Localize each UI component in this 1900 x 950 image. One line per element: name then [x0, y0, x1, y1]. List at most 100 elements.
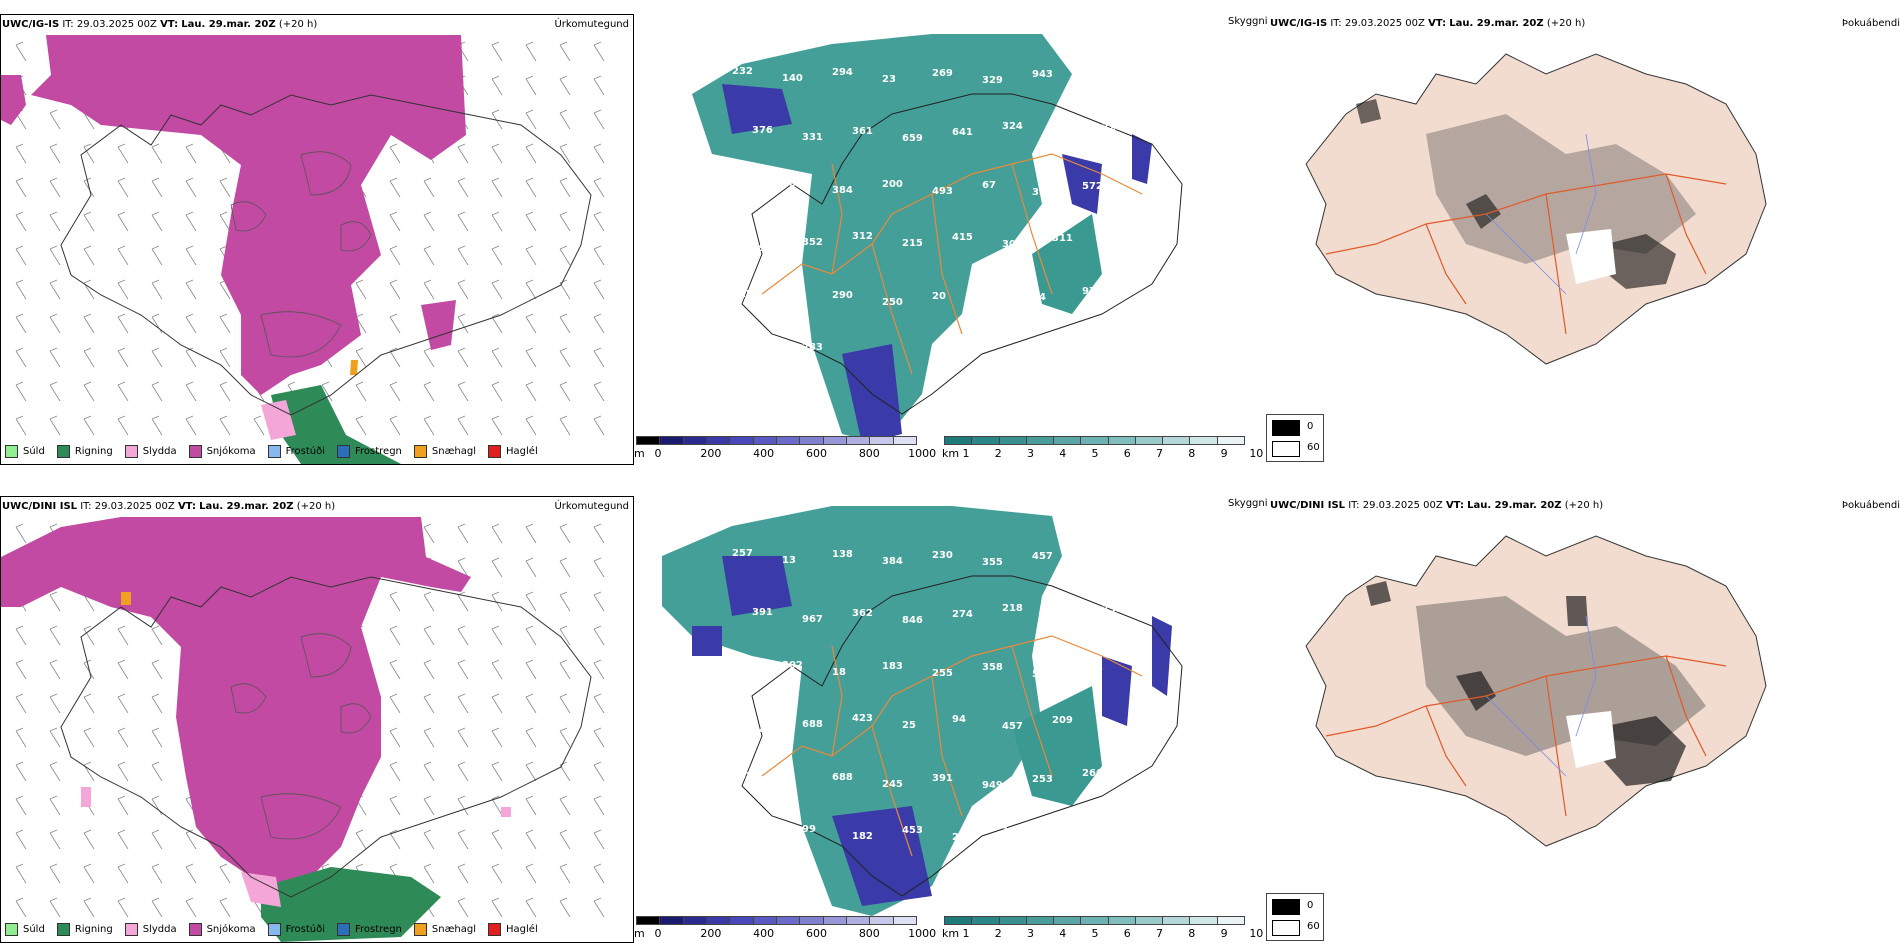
wind-barb-flag: [389, 381, 398, 386]
wind-barb: [15, 866, 27, 884]
visibility-value: 645: [1082, 558, 1103, 569]
wind-barb: [457, 248, 469, 266]
wind-barb: [15, 662, 27, 680]
wind-barb: [83, 316, 95, 334]
colorbar-unit: m: [634, 447, 645, 460]
wind-barb: [457, 214, 469, 232]
colorbar-swatch: [799, 436, 824, 445]
wind-barb-flag: [525, 523, 534, 528]
fog-legend-low: 0: [1307, 421, 1314, 432]
wind-barb-flag: [559, 863, 568, 868]
wind-barb: [559, 214, 571, 232]
colorbar-tick: 1000: [908, 927, 937, 940]
wind-barb: [151, 900, 163, 918]
legend-swatch: [124, 444, 138, 458]
wind-barb-flag: [49, 347, 58, 352]
wind-barb: [491, 900, 503, 918]
colorbar-swatch: [1134, 916, 1164, 925]
wind-barb-flag: [83, 245, 92, 250]
wind-barb-flag: [525, 659, 534, 664]
wind-barb-flag: [151, 211, 160, 216]
wind-barb-flag: [593, 211, 602, 216]
colorbar-tick: 10: [1249, 447, 1264, 460]
visibility-value: 627: [732, 666, 753, 677]
wind-barb: [219, 282, 231, 300]
wind-barb-flag: [117, 313, 126, 318]
legend-item: Snjókoma: [188, 444, 256, 458]
wind-barb: [423, 180, 435, 198]
wind-barb: [15, 248, 27, 266]
wind-barb: [423, 832, 435, 850]
wind-barb-flag: [423, 177, 432, 182]
wind-barb: [525, 316, 537, 334]
wind-barb: [423, 594, 435, 612]
visibility-map-row2: 257 13 138 384 230 355 457 645 391 967 362 846 274 21…: [662, 506, 1183, 916]
wind-barb: [457, 350, 469, 368]
wind-barb: [49, 316, 61, 334]
wind-barb-flag: [491, 693, 500, 698]
wind-barb: [117, 316, 129, 334]
visibility-map-row1: 232 140 294 23 269 329 943 330 376 331 361 659 641 32…: [692, 34, 1183, 444]
wind-barb: [559, 248, 571, 266]
visibility-value: 330: [1082, 76, 1103, 87]
wind-barb: [559, 282, 571, 300]
wind-barb-flag: [491, 41, 500, 46]
wind-barb-flag: [525, 109, 534, 114]
visibility-value: 384: [832, 185, 853, 196]
colorbar-tick: 2: [994, 927, 1002, 940]
wind-barb-flag: [15, 625, 24, 630]
visibility-colorbar-km: km 1 2 3 4 5 6 7 8 9 10: [942, 916, 1263, 941]
wind-barb-flag: [117, 415, 126, 420]
wind-barb: [423, 350, 435, 368]
wind-barb-flag: [321, 381, 330, 386]
wind-barb-flag: [525, 313, 534, 318]
wind-barb: [491, 866, 503, 884]
precip-panel-row1: UWC/IG-IS IT: 29.03.2025 00Z VT: Lau. 29…: [0, 14, 634, 465]
wind-barb: [389, 350, 401, 368]
wind-barb: [83, 866, 95, 884]
wind-barb-flag: [117, 143, 126, 148]
legend-swatch: [413, 922, 427, 936]
wind-barb: [389, 418, 401, 436]
colorbar-swatch: [1107, 916, 1136, 925]
colorbar-tick: 5: [1091, 927, 1099, 940]
wind-barb-flag: [185, 177, 194, 182]
wind-barb: [423, 248, 435, 266]
legend-item: Snæhagl: [413, 444, 476, 458]
wind-barb-flag: [219, 415, 228, 420]
colorbar-swatch: [1189, 436, 1218, 445]
visibility-value: 274: [952, 609, 973, 620]
wind-barb-flag: [593, 557, 602, 562]
wind-barb: [389, 316, 401, 334]
wind-barb-flag: [559, 75, 568, 80]
wind-barb-flag: [491, 625, 500, 630]
visibility-value: 215: [902, 238, 923, 249]
wind-barb: [389, 282, 401, 300]
wind-barb-flag: [389, 727, 398, 732]
legend-label: Snjókoma: [206, 445, 256, 457]
colorbar-tick: 4: [1059, 927, 1067, 940]
colorbar-swatch: [1107, 436, 1136, 445]
wind-barb-flag: [117, 727, 126, 732]
wind-barb: [593, 594, 605, 612]
visibility-value: 183: [882, 661, 903, 672]
wind-barb-flag: [491, 415, 500, 420]
legend-label: Slydda: [142, 923, 177, 935]
wind-barb-flag: [219, 211, 228, 216]
visibility-value: 641: [952, 127, 973, 138]
visibility-value: 253: [1032, 774, 1053, 785]
legend-item: Frostregn: [337, 444, 402, 458]
wind-barb-flag: [423, 625, 432, 630]
wind-barb-flag: [423, 415, 432, 420]
snow-area-east: [421, 300, 456, 350]
colorbar-swatch: [998, 916, 1027, 925]
wind-barb-flag: [423, 211, 432, 216]
wind-barb: [15, 384, 27, 402]
colorbar-tick: 3: [1027, 927, 1035, 940]
wind-barb: [491, 78, 503, 96]
colorbar-swatch: [729, 436, 754, 445]
wind-barb-flag: [491, 143, 500, 148]
visibility-value: 18: [832, 667, 846, 678]
legend-swatch: [488, 922, 502, 936]
wind-barb: [457, 316, 469, 334]
